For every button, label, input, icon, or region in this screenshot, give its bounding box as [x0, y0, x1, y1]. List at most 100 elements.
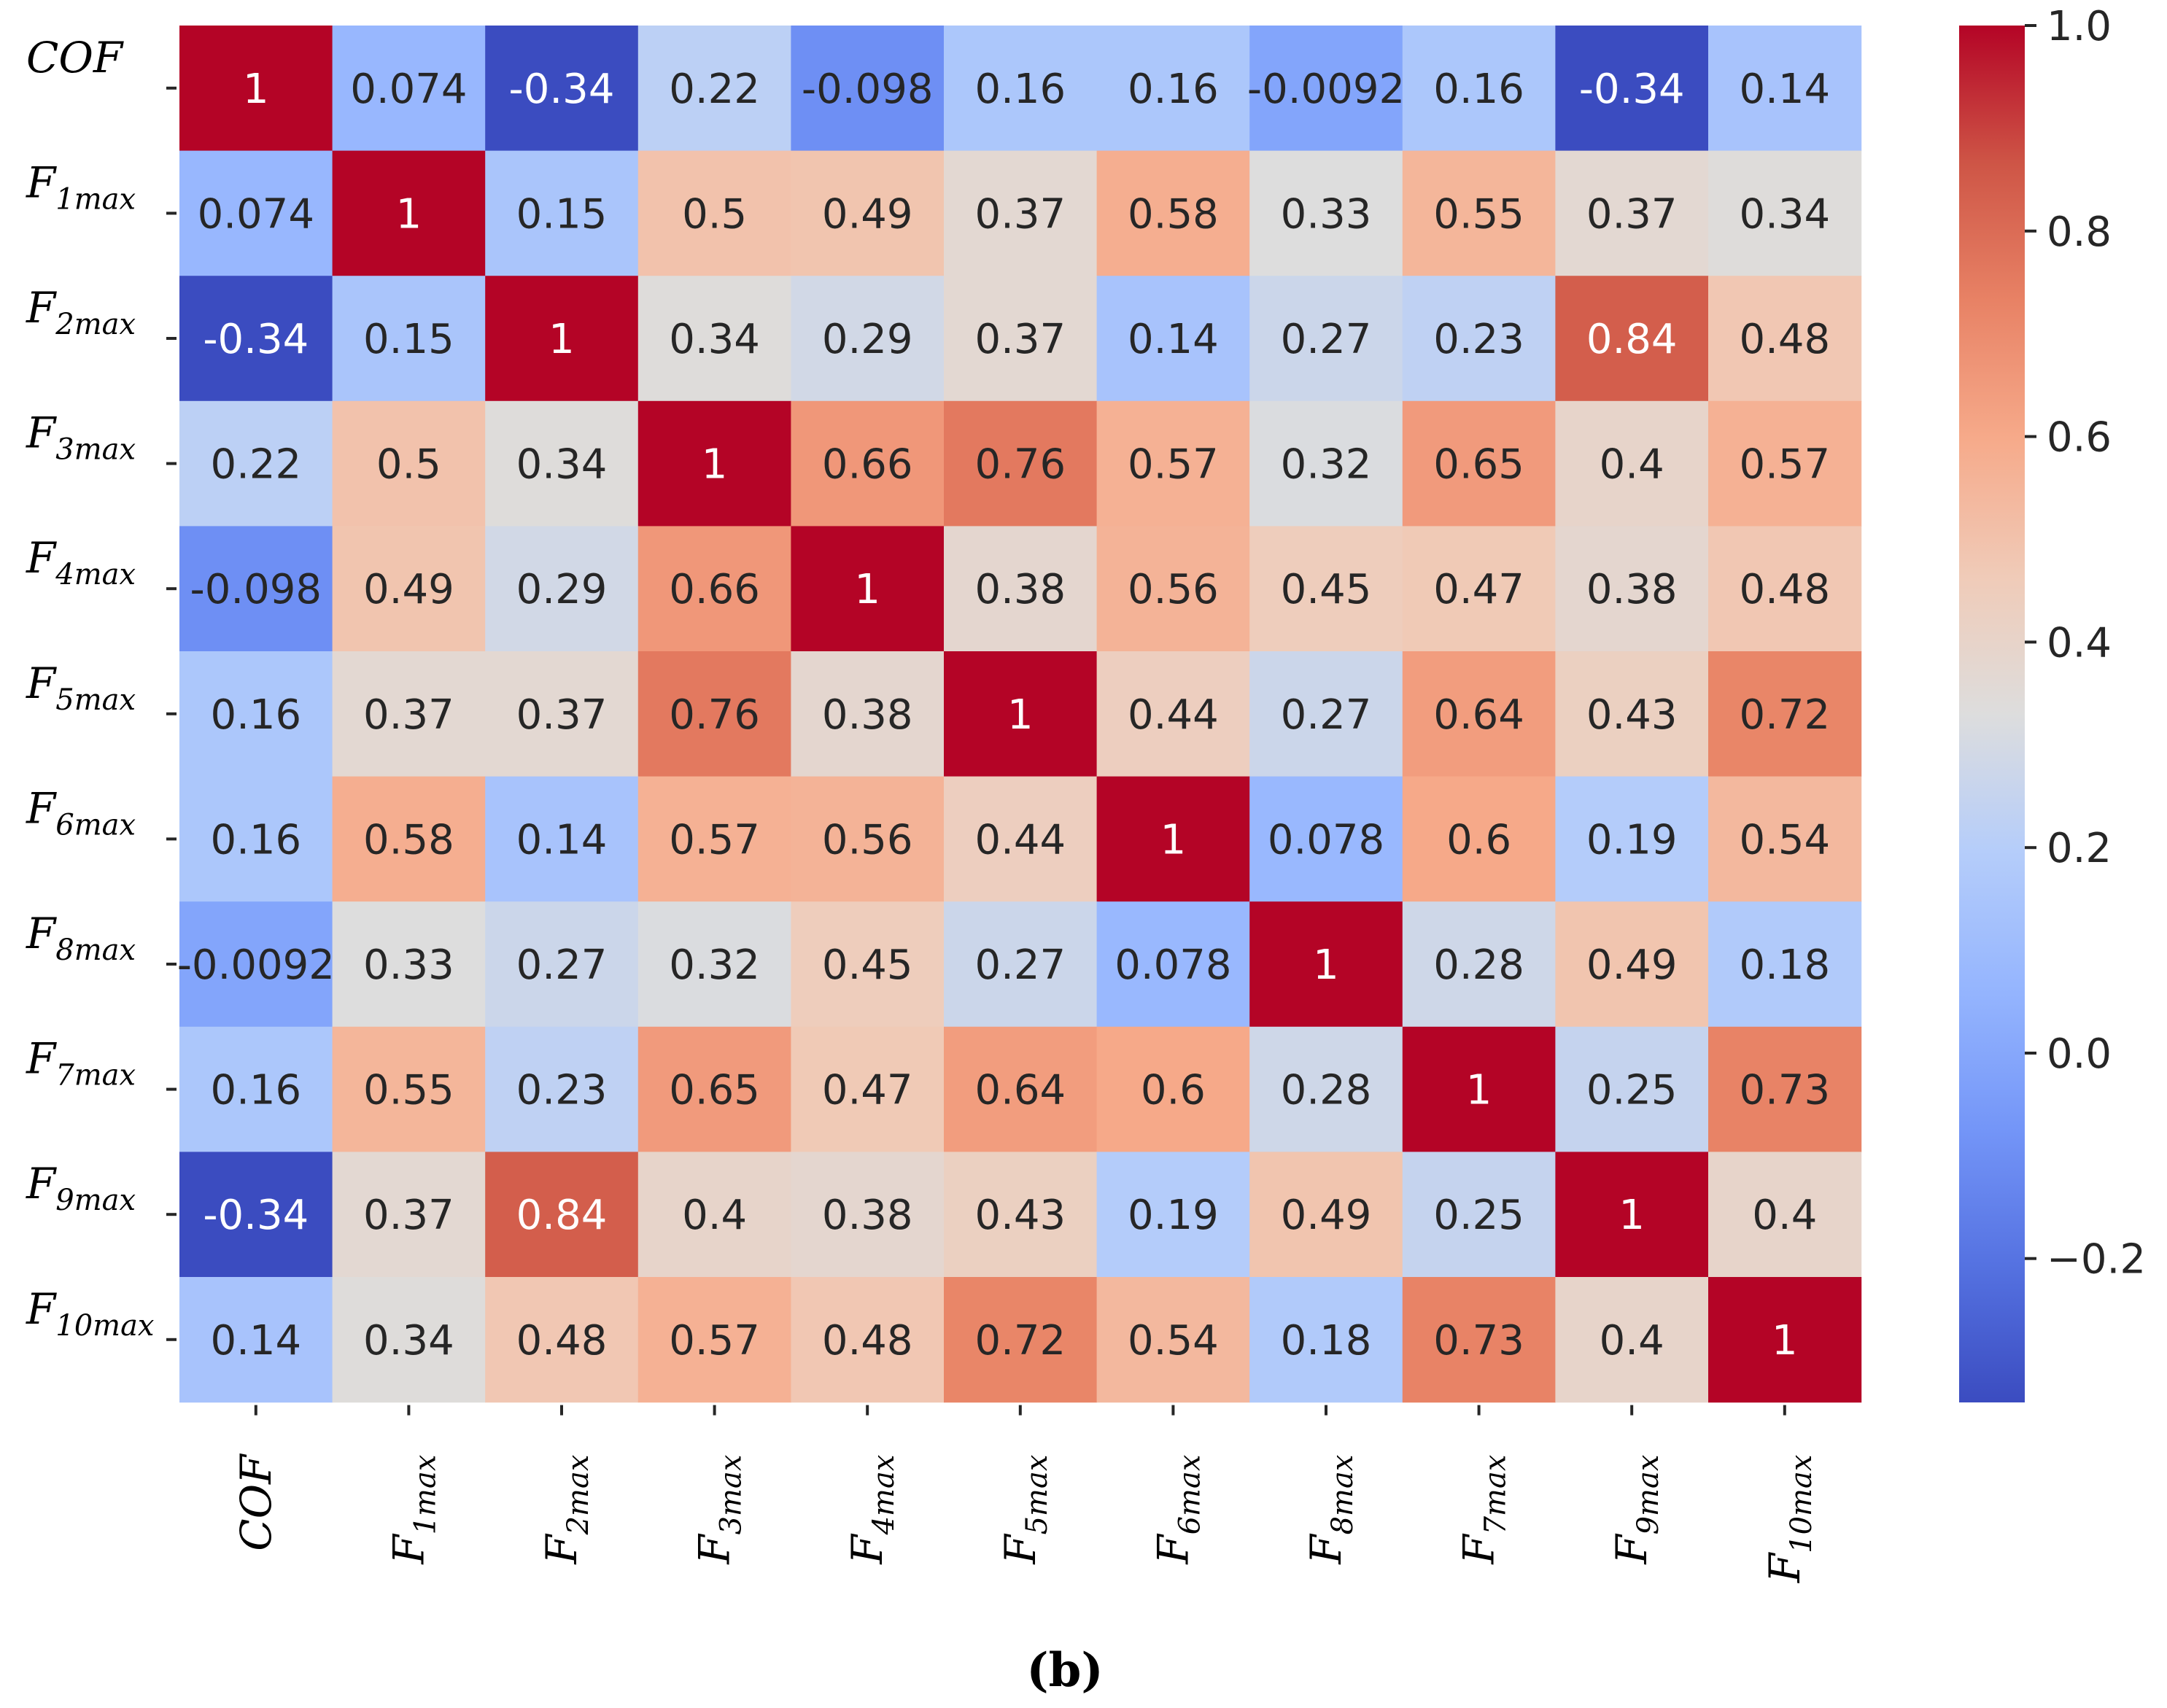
heatmap-cell-r8-c0	[179, 1026, 333, 1152]
cell-value-label: 0.65	[669, 1067, 760, 1114]
y-axis-tick-labels: COF F1max F2max F3max F4max F5max F6max F8max F7…	[26, 33, 177, 1343]
heatmap-cell-r2-c3	[637, 276, 791, 402]
cell-value-label: 0.44	[1128, 691, 1219, 739]
cell-value-label: 0.38	[1586, 566, 1678, 613]
heatmap-cell-r3-c5	[944, 400, 1098, 527]
cell-value-label: 0.37	[1586, 190, 1678, 238]
heatmap-cell-r0-c9	[1555, 26, 1709, 152]
heatmap-cell-r4-c5	[944, 526, 1098, 652]
cell-value-label: 0.16	[210, 816, 301, 863]
heatmap-cell-r10-c10	[1708, 1277, 1862, 1403]
heatmap-cell-r9-c2	[485, 1152, 639, 1278]
cell-value-label: 0.43	[974, 1192, 1066, 1239]
y-tick-label: COF	[26, 33, 124, 82]
heatmap-cell-r6-c8	[1402, 776, 1556, 902]
cell-value-label: 0.45	[822, 942, 913, 989]
cell-value-label: 0.49	[363, 566, 454, 613]
heatmap-cell-r6-c10	[1708, 776, 1862, 902]
heatmap-cell-r8-c1	[332, 1026, 486, 1152]
heatmap-cell-r4-c3	[637, 526, 791, 652]
cell-value-label: 0.33	[363, 942, 454, 989]
heatmap-cell-r1-c6	[1096, 150, 1250, 276]
cell-value-label: 0.56	[822, 816, 913, 863]
cell-value-label: 1	[854, 566, 880, 613]
colorbar-tick-label: 0.4	[2047, 619, 2112, 667]
cell-value-label: 0.56	[1128, 566, 1219, 613]
cell-value-label: 0.73	[1739, 1067, 1830, 1114]
cell-value-label: 0.074	[350, 66, 467, 113]
heatmap-cell-r6-c3	[637, 776, 791, 902]
heatmap-cell-r6-c9	[1555, 776, 1709, 902]
y-tick-label: F7max	[26, 1034, 136, 1092]
cell-value-label: 0.48	[516, 1317, 608, 1365]
cell-value-label: 0.49	[1586, 942, 1678, 989]
cell-value-label: 0.15	[516, 190, 608, 238]
x-tick-label: F3max	[690, 1455, 748, 1565]
heatmap-cell-r1-c4	[791, 150, 945, 276]
cell-value-label: 0.14	[1128, 316, 1219, 363]
heatmap-cell-r0-c10	[1708, 26, 1862, 152]
heatmap-cell-r9-c3	[637, 1152, 791, 1278]
heatmap-cell-r4-c7	[1249, 526, 1403, 652]
heatmap-cell-r0-c0	[179, 26, 333, 152]
cell-value-label: 0.33	[1281, 190, 1372, 238]
heatmap-cell-r6-c5	[944, 776, 1098, 902]
cell-value-label: -0.34	[1579, 66, 1685, 113]
heatmap-cell-r8-c10	[1708, 1026, 1862, 1152]
heatmap-cell-r5-c9	[1555, 651, 1709, 777]
cell-value-label: 0.54	[1739, 816, 1830, 863]
heatmap-cell-r2-c5	[944, 276, 1098, 402]
heatmap-cell-r1-c10	[1708, 150, 1862, 276]
heatmap-cell-r10-c4	[791, 1277, 945, 1403]
cell-value-label: 0.76	[974, 441, 1066, 489]
cell-value-label: -0.0092	[1247, 66, 1405, 113]
heatmap-cell-r0-c3	[637, 26, 791, 152]
cell-value-label: 0.16	[210, 691, 301, 739]
heatmap-cell-r7-c6	[1096, 901, 1250, 1028]
heatmap-cell-r6-c6	[1096, 776, 1250, 902]
heatmap-cell-r0-c6	[1096, 26, 1250, 152]
heatmap-cell-r10-c6	[1096, 1277, 1250, 1403]
heatmap-cell-r5-c3	[637, 651, 791, 777]
heatmap-cell-r2-c8	[1402, 276, 1556, 402]
cell-value-label: 0.55	[363, 1067, 454, 1114]
x-tick-label: COF	[231, 1453, 281, 1551]
heatmap-cell-r9-c0	[179, 1152, 333, 1278]
cell-value-label: 0.4	[1752, 1192, 1817, 1239]
cell-value-label: 0.4	[1600, 1317, 1664, 1365]
y-tick-label: F8max	[26, 909, 136, 967]
cell-value-label: 0.32	[669, 942, 760, 989]
cell-value-label: 0.29	[516, 566, 608, 613]
cell-value-label: 0.57	[669, 816, 760, 863]
heatmap-cell-r4-c1	[332, 526, 486, 652]
cell-value-label: 0.27	[974, 942, 1066, 989]
cell-value-label: 0.45	[1281, 566, 1372, 613]
colorbar-gradient	[1959, 26, 2025, 1402]
heatmap-cell-r3-c10	[1708, 400, 1862, 527]
cell-value-label: 0.5	[376, 441, 441, 489]
heatmap-cell-r2-c4	[791, 276, 945, 402]
heatmap-cell-r3-c0	[179, 400, 333, 527]
cell-value-label: 1	[1772, 1317, 1798, 1365]
heatmap-cell-r6-c0	[179, 776, 333, 902]
cell-value-label: 0.27	[1281, 691, 1372, 739]
cell-value-label: 0.6	[1446, 816, 1511, 863]
heatmap-cell-r7-c2	[485, 901, 639, 1028]
heatmap-cell-r9-c6	[1096, 1152, 1250, 1278]
heatmap-cell-r8-c7	[1249, 1026, 1403, 1152]
heatmap-cell-r5-c1	[332, 651, 486, 777]
x-tick-label: F9max	[1607, 1455, 1665, 1565]
cell-value-label: 0.27	[516, 942, 608, 989]
colorbar-tick-label: −0.2	[2047, 1236, 2146, 1284]
heatmap-cell-r3-c6	[1096, 400, 1250, 527]
heatmap-cell-r6-c1	[332, 776, 486, 902]
cell-value-label: 0.57	[669, 1317, 760, 1365]
heatmap-cell-r1-c0	[179, 150, 333, 276]
cell-value-label: 0.23	[516, 1067, 608, 1114]
cell-value-label: 0.55	[1433, 190, 1524, 238]
heatmap-cell-r9-c4	[791, 1152, 945, 1278]
cell-value-label: 0.22	[210, 441, 301, 489]
heatmap-cell-r8-c9	[1555, 1026, 1709, 1152]
heatmap-cell-r7-c3	[637, 901, 791, 1028]
